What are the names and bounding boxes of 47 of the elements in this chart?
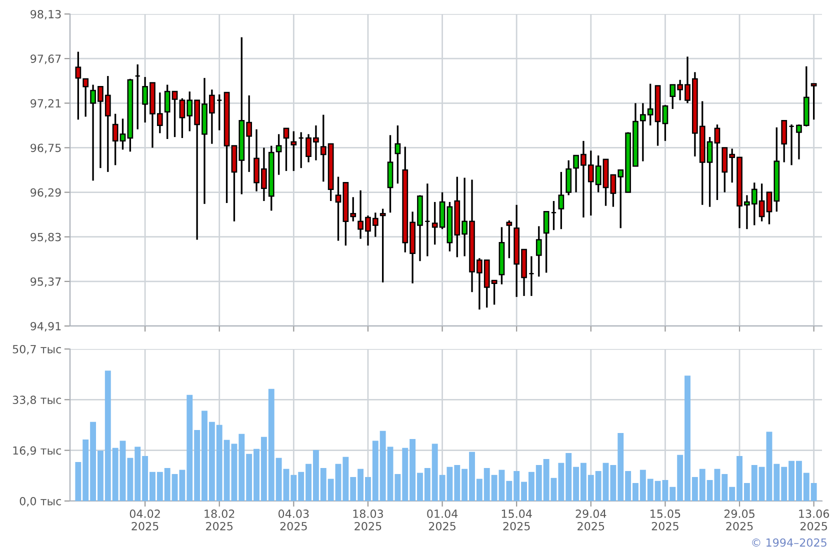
- candlestick: [810, 82, 817, 120]
- x-tick-label: 04.03 2025: [278, 510, 309, 530]
- x-tick-label: 18.02 2025: [204, 510, 234, 530]
- x-tick-label: 15.04 2025: [502, 510, 532, 530]
- x-tick-label: 01.04 2025: [427, 510, 458, 530]
- y-tick-label: 95,83: [30, 232, 61, 242]
- y-tick-label: 98,13: [30, 10, 61, 20]
- candlestick: [216, 94, 222, 132]
- x-tick-label: 13.06 2025: [799, 510, 830, 530]
- y-tick-label: 33,8 тыс: [12, 396, 61, 406]
- y-tick-label: 95,37: [30, 277, 61, 287]
- candlestick: [788, 124, 794, 166]
- candlestick: [714, 124, 720, 201]
- candlestick: [75, 50, 82, 120]
- candlestick: [424, 182, 430, 258]
- x-tick-label: 04.02 2025: [130, 510, 160, 530]
- candlestick: [82, 78, 89, 118]
- candlestick: [558, 171, 564, 230]
- candlestick: [781, 120, 788, 164]
- candlestick: [283, 128, 290, 172]
- x-tick-label: 18.03 2025: [353, 510, 383, 530]
- y-tick-label: 94,91: [30, 322, 61, 332]
- text: © 1994–2025: [752, 538, 826, 547]
- y-tick-label: 50,7 тыс: [12, 344, 61, 355]
- y-tick-label: 16,9 тыс: [13, 446, 61, 456]
- candlestick: [528, 255, 534, 297]
- candlestick: [380, 208, 386, 284]
- candlestick: [543, 210, 550, 274]
- candlestick: [276, 133, 282, 176]
- candlestick: [662, 104, 668, 142]
- y-tick-label: 0,0 тыс: [20, 496, 61, 507]
- candlestick: [134, 64, 141, 130]
- y-tick-label: 97,67: [30, 54, 61, 64]
- y-tick-label: 96,29: [30, 188, 61, 198]
- candlestick: [506, 220, 512, 260]
- y-tick-label: 96,75: [30, 144, 61, 154]
- candlestick: [550, 200, 557, 231]
- candlestick: [290, 130, 297, 172]
- candlestick: [394, 124, 401, 184]
- y-tick-label: 97,21: [30, 99, 61, 109]
- x-tick-label: 15.05 2025: [650, 510, 680, 530]
- candlestick: [566, 159, 572, 196]
- candlestick: [335, 176, 342, 242]
- x-tick-label: 29.04 2025: [576, 510, 606, 530]
- candlestick: [298, 131, 304, 169]
- candlestick: [536, 225, 542, 278]
- x-tick-label: 29.05 2025: [724, 510, 754, 530]
